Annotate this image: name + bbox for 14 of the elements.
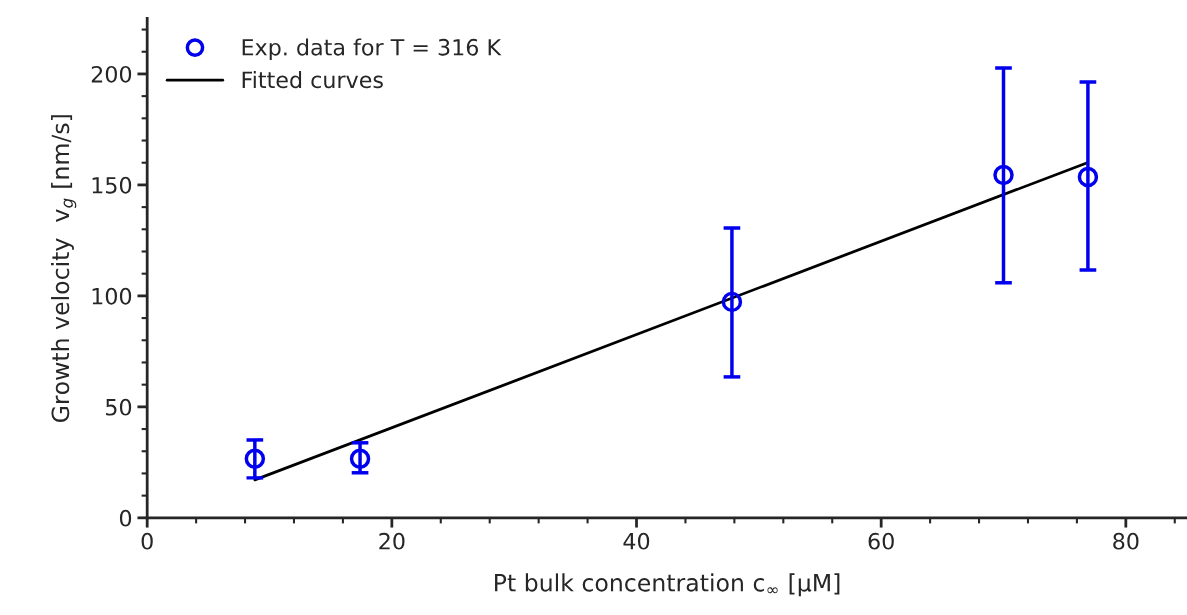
y-tick-label: 50 [106,398,132,416]
y-tick-label: 0 [119,509,132,527]
legend-label: Fitted curves [242,71,383,89]
x-tick-label: 0 [141,532,153,550]
legend-label: Exp. data for T = 316 K [242,38,502,60]
y-axis-title: Growth velocity v$_{g}$ [nm/s] [51,115,77,423]
x-axis-title: Pt bulk concentration c$_{∞}$ [μM] [495,573,840,597]
x-tick-label: 60 [868,532,894,550]
x-tick-label: 40 [623,532,650,550]
x-tick-label: 20 [379,532,405,550]
x-tick-label: 80 [1113,532,1139,550]
y-tick-label: 150 [92,176,132,194]
y-tick-label: 200 [91,65,132,83]
y-tick-label: 100 [92,287,132,305]
